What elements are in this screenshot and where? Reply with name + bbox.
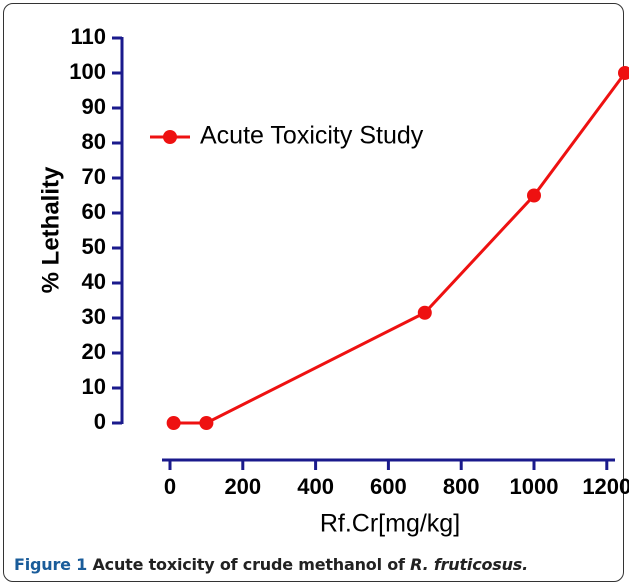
y-tick-label: 90: [82, 94, 106, 119]
y-tick-label: 60: [82, 199, 106, 224]
legend-marker: [163, 130, 177, 144]
y-tick-label: 40: [82, 269, 106, 294]
y-tick-label: 10: [82, 374, 106, 399]
x-tick-label: 400: [297, 474, 334, 499]
y-tick-label: 20: [82, 339, 106, 364]
y-tick-label: 70: [82, 164, 106, 189]
frame: [3, 3, 624, 582]
caption: Figure 1 Acute toxicity of crude methano…: [14, 555, 528, 574]
y-axis-label: % Lethality: [37, 166, 64, 293]
y-tick-label: 0: [94, 409, 106, 434]
data-point: [527, 188, 541, 203]
data-point: [618, 66, 629, 80]
x-tick-label: 600: [370, 474, 407, 499]
caption-species: R. fruticosus.: [410, 555, 529, 574]
y-tick-label: 30: [82, 304, 106, 329]
y-tick-label: 50: [82, 234, 106, 259]
caption-text: Acute toxicity of crude methanol of: [92, 555, 405, 574]
y-tick-label: 110: [71, 24, 107, 49]
data-point: [199, 416, 214, 430]
y-tick-label: 100: [69, 59, 106, 84]
data-point: [417, 305, 432, 320]
x-tick-label: 800: [443, 474, 480, 499]
x-axis-label: Rf.Cr[mg/kg]: [320, 510, 460, 538]
x-tick-label: 1200: [582, 474, 629, 499]
chart: % Lethality Rf.Cr[mg/kg] 0 10 20 30 40 50 60 70…: [37, 24, 629, 538]
x-tick-label: 200: [224, 474, 261, 499]
x-tick-label: 1000: [510, 474, 559, 499]
caption-label: Figure 1: [14, 555, 88, 574]
x-tick-label: 0: [164, 474, 176, 499]
legend-label: Acute Toxicity Study: [200, 122, 424, 150]
data-point: [166, 416, 181, 430]
y-tick-label: 80: [82, 129, 106, 154]
